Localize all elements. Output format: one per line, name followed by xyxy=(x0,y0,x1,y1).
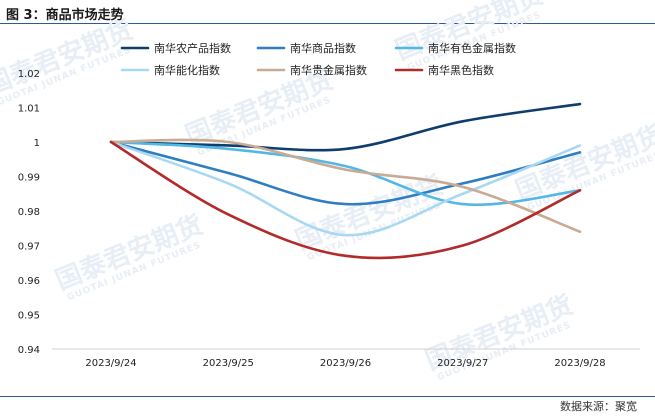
y-tick-label: 0.95 xyxy=(18,311,40,322)
x-tick-label: 2023/9/25 xyxy=(203,358,254,369)
y-tick-label: 1 xyxy=(34,138,40,149)
series-line xyxy=(109,140,582,237)
series-line xyxy=(109,102,582,152)
chart-axes: 0.94 0.95 0.96 0.97 0.98 0.99 1 1.01 1.02 2023/9/… xyxy=(18,69,640,369)
figure-title: 图 3：商品市场走势 xyxy=(6,8,124,23)
series-line xyxy=(109,140,582,260)
legend-item: 南华能化指数 xyxy=(120,63,220,77)
watermark-text: 国泰君安期货 xyxy=(391,0,547,66)
legend-item: 南华商品指数 xyxy=(256,41,356,55)
legend-item: 南华贵金属指数 xyxy=(256,63,367,77)
legend-label: 南华能化指数 xyxy=(154,63,220,77)
footer-divider xyxy=(0,396,655,397)
series-layer xyxy=(109,102,582,260)
title-divider xyxy=(0,23,655,24)
y-tick-label: 0.98 xyxy=(18,207,40,218)
legend-item: 南华黑色指数 xyxy=(394,63,494,77)
y-tick-label: 0.99 xyxy=(18,173,40,184)
x-tick-label: 2023/9/28 xyxy=(554,358,605,369)
legend-label: 南华黑色指数 xyxy=(428,63,494,77)
legend-item: 南华农产品指数 xyxy=(120,41,231,55)
series-line xyxy=(109,140,582,206)
legend-item: 南华有色金属指数 xyxy=(394,41,516,55)
legend-label: 南华有色金属指数 xyxy=(428,41,516,55)
source-note: 数据来源：聚宽 xyxy=(560,400,637,413)
legend-label: 南华贵金属指数 xyxy=(290,63,367,77)
y-tick-label: 0.96 xyxy=(18,276,40,287)
series-line xyxy=(109,140,582,207)
legend-label: 南华农产品指数 xyxy=(154,41,231,55)
series-line xyxy=(109,138,582,233)
y-tick-label: 1.02 xyxy=(18,69,40,80)
x-tick-label: 2023/9/27 xyxy=(437,358,488,369)
x-tick-label: 2023/9/26 xyxy=(320,358,371,369)
x-tick-label: 2023/9/24 xyxy=(85,358,136,369)
y-tick-label: 1.01 xyxy=(18,104,40,115)
y-tick-label: 0.97 xyxy=(18,242,40,253)
y-tick-label: 0.94 xyxy=(18,345,40,356)
legend-label: 南华商品指数 xyxy=(290,41,356,55)
